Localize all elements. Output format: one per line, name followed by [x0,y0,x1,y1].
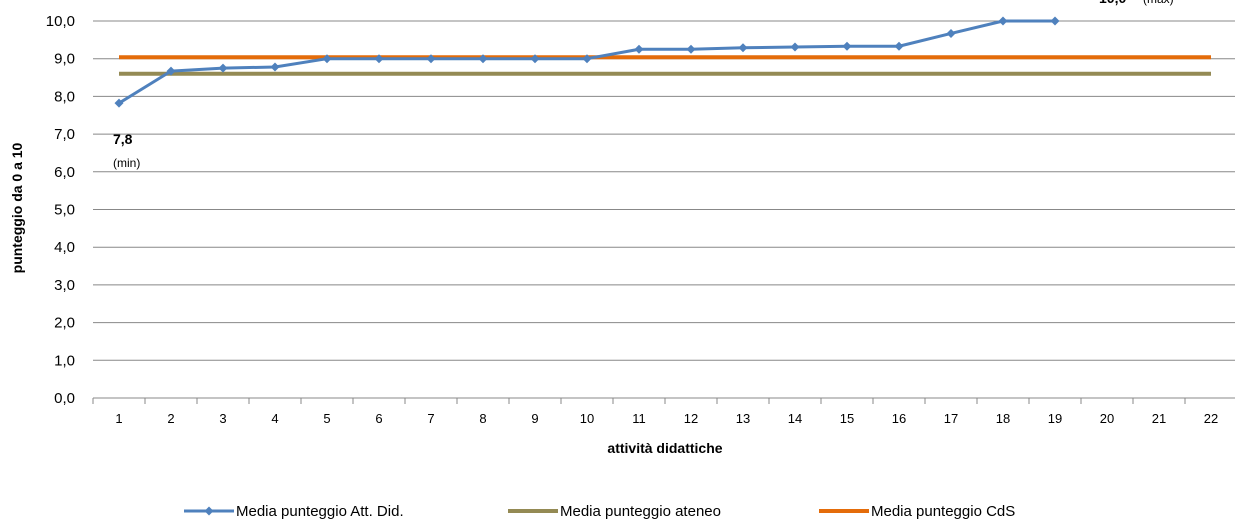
legend-item: Media punteggio CdS [819,503,1015,520]
y-tick-label: 4,0 [54,239,75,256]
data-point [218,63,228,73]
y-axis-title: punteggio da 0 a 10 [9,142,25,273]
data-point [478,54,488,64]
x-tick-label: 1 [115,411,122,426]
legend-marker [204,506,214,516]
min-annotation-tag: (min) [113,156,140,170]
series-1 [114,16,1060,108]
legend-item: Media punteggio Att. Did. [184,503,404,520]
y-tick-label: 0,0 [54,390,75,407]
data-point [114,98,124,108]
data-point [426,54,436,64]
x-tick-label: 13 [736,411,750,426]
x-tick-label: 3 [219,411,226,426]
x-axis-title: attività didattiche [607,440,722,456]
y-tick-label: 6,0 [54,164,75,181]
legend-label: Media punteggio CdS [871,503,1015,520]
data-point [738,43,748,53]
y-tick-label: 10,0 [46,13,75,30]
y-tick-label: 3,0 [54,277,75,294]
x-tick-label: 12 [684,411,698,426]
max-annotation-tag: (max) [1143,0,1174,6]
gridlines [93,20,1235,399]
y-tick-label: 5,0 [54,202,75,219]
y-tick-label: 1,0 [54,352,75,369]
x-tick-label: 8 [479,411,486,426]
annotations: 7,8 (min) 10,0 (max) [113,0,1174,170]
x-tick-label: 21 [1152,411,1166,426]
x-tick-label: 2 [167,411,174,426]
legend-item: Media punteggio ateneo [508,503,721,520]
series-layer [114,16,1211,108]
data-point [270,62,280,72]
data-point [946,28,956,38]
data-point [686,44,696,54]
x-tick-label: 5 [323,411,330,426]
legend: Media punteggio Att. Did. Media punteggio… [184,503,1015,520]
x-tick-label: 7 [427,411,434,426]
data-point [998,16,1008,26]
legend-label: Media punteggio ateneo [560,503,721,520]
max-annotation-value: 10,0 [1099,0,1126,6]
data-point [374,54,384,64]
data-point [1050,16,1060,26]
data-point [842,41,852,51]
legend-label: Media punteggio Att. Did. [236,503,404,520]
y-tick-label: 7,0 [54,126,75,143]
data-point [582,54,592,64]
x-tick-label: 16 [892,411,906,426]
x-tick-label: 11 [632,411,646,426]
x-tick-label: 15 [840,411,854,426]
y-tick-label: 8,0 [54,88,75,105]
x-tick-label: 6 [375,411,382,426]
data-point [530,54,540,64]
x-tick-label: 19 [1048,411,1062,426]
x-tick-label: 20 [1100,411,1114,426]
y-tick-labels: 0,0 1,0 2,0 3,0 4,0 5,0 6,0 7,0 8,0 9,0 10,0 [46,13,75,407]
x-tick-labels: 1 2 3 4 5 6 7 8 9 10 11 12 13 14 15 16 17 18 19 20 21 22 [115,411,1218,426]
y-tick-label: 2,0 [54,315,75,332]
x-tick-label: 14 [788,411,802,426]
data-point [790,42,800,52]
x-tick-label: 9 [531,411,538,426]
x-tick-label: 17 [944,411,958,426]
x-tick-label: 22 [1204,411,1218,426]
data-point [894,41,904,51]
x-tick-label: 10 [580,411,594,426]
data-point [322,54,332,64]
data-point [166,66,176,76]
x-axis [92,398,1186,404]
data-point [634,44,644,54]
x-tick-label: 4 [271,411,278,426]
min-annotation-value: 7,8 [113,131,133,147]
y-tick-label: 9,0 [54,51,75,68]
x-tick-label: 18 [996,411,1010,426]
